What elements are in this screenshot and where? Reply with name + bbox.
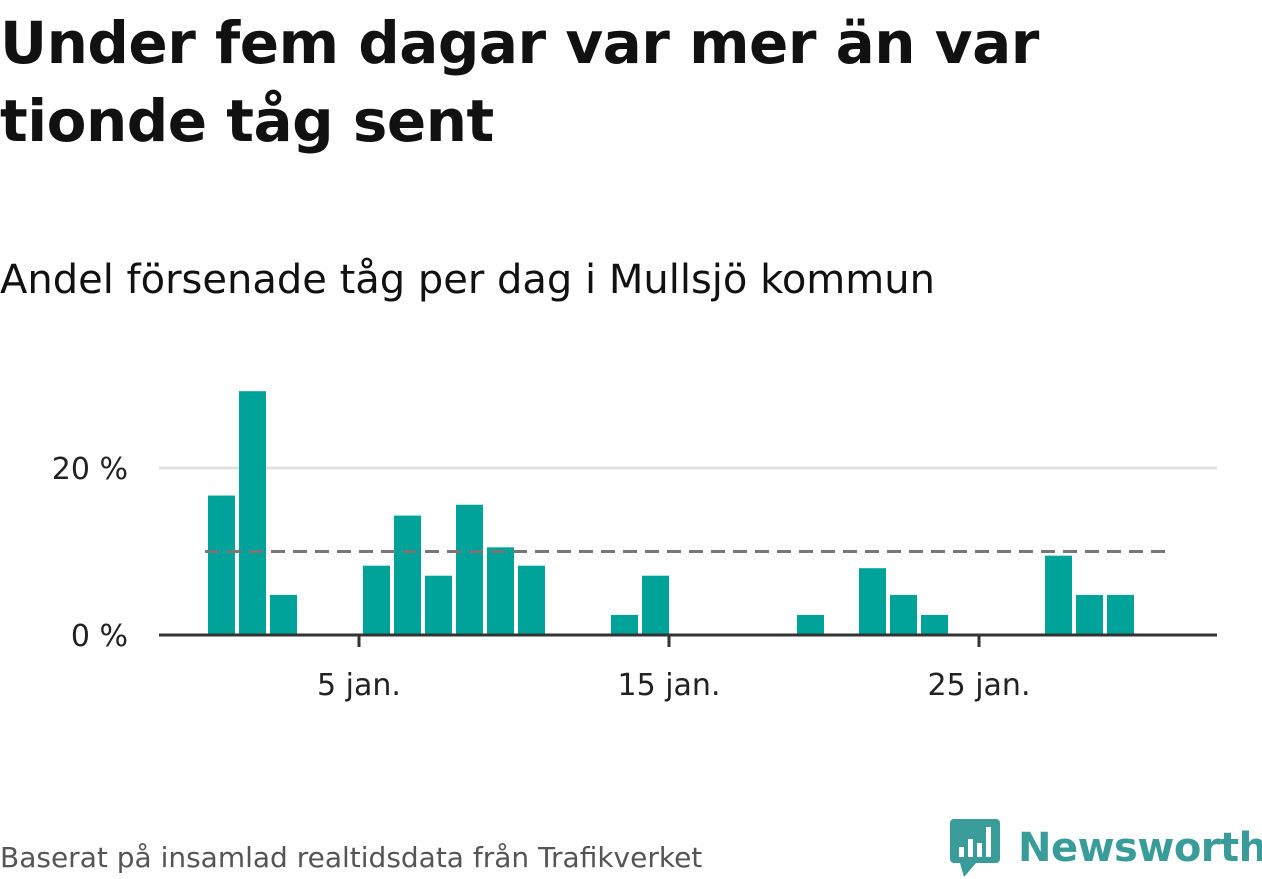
newsworthy-chart-bubble-icon xyxy=(950,819,1000,877)
bar xyxy=(642,575,669,635)
bar xyxy=(518,565,545,635)
x-tick-label: 25 jan. xyxy=(928,668,1031,703)
newsworthy-logo-text: Newsworthy xyxy=(1018,825,1262,871)
source-note: Baserat på insamlad realtidsdata från Tr… xyxy=(0,841,703,874)
x-tick-label: 15 jan. xyxy=(618,668,721,703)
y-axis-labels: 0 % 20 % xyxy=(52,452,128,654)
bar xyxy=(239,391,266,635)
bar xyxy=(208,495,235,635)
bar xyxy=(1045,555,1072,635)
x-tick-label: 5 jan. xyxy=(317,668,401,703)
bar xyxy=(363,565,390,635)
chart-subtitle: Andel försenade tåg per dag i Mullsjö ko… xyxy=(0,257,935,303)
bar xyxy=(890,594,917,635)
bar xyxy=(1076,594,1103,635)
bars xyxy=(208,391,1134,635)
bar xyxy=(921,614,948,635)
bar xyxy=(487,547,514,635)
bar xyxy=(611,614,638,635)
bar xyxy=(797,614,824,635)
bar xyxy=(859,568,886,635)
bar xyxy=(1107,594,1134,635)
newsworthy-logo: Newsworthy xyxy=(950,818,1262,878)
x-axis: 5 jan. 15 jan. 25 jan. xyxy=(159,633,1217,703)
bar xyxy=(394,515,421,635)
y-tick-label: 0 % xyxy=(71,619,128,654)
chart-title: Under fem dagar var mer än var tionde tå… xyxy=(0,9,1039,155)
bar xyxy=(270,594,297,635)
y-tick-label: 20 % xyxy=(52,452,128,487)
bar xyxy=(425,575,452,635)
bar xyxy=(456,504,483,635)
